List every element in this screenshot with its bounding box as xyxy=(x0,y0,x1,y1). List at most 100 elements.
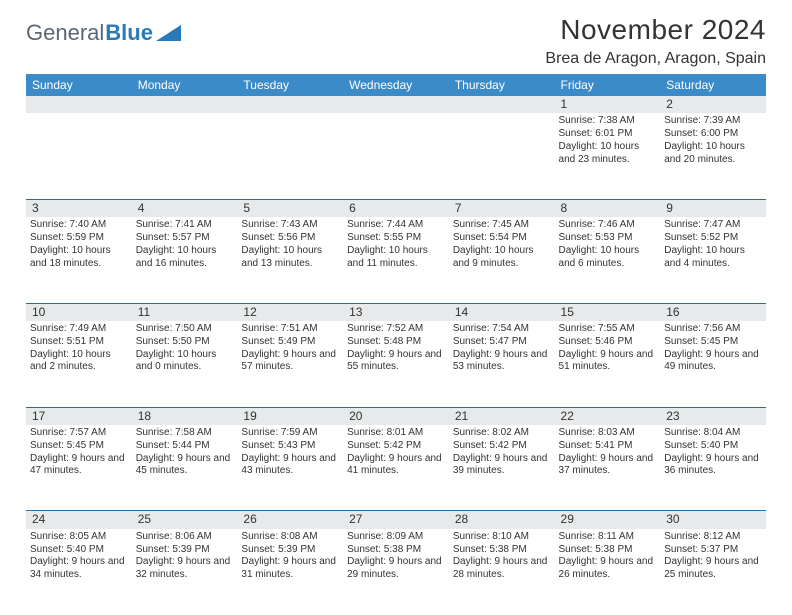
daylight-line: Daylight: 9 hours and 28 minutes. xyxy=(453,556,551,582)
daylight-line: Daylight: 9 hours and 41 minutes. xyxy=(347,453,445,479)
day-number: 13 xyxy=(343,303,449,321)
sunset-line: Sunset: 5:48 PM xyxy=(347,336,445,349)
sunrise-line: Sunrise: 7:59 AM xyxy=(241,427,339,440)
brand-logo: GeneralBlue xyxy=(26,14,182,46)
day-number: 1 xyxy=(555,96,661,113)
sunrise-line: Sunrise: 8:09 AM xyxy=(347,531,445,544)
day-cell: Sunrise: 7:46 AMSunset: 5:53 PMDaylight:… xyxy=(555,217,661,303)
day-cell: Sunrise: 8:11 AMSunset: 5:38 PMDaylight:… xyxy=(555,529,661,615)
sunrise-line: Sunrise: 8:11 AM xyxy=(559,531,657,544)
day-number: 22 xyxy=(555,407,661,425)
sunrise-line: Sunrise: 7:43 AM xyxy=(241,219,339,232)
sunrise-line: Sunrise: 8:04 AM xyxy=(664,427,762,440)
day-cell: Sunrise: 8:09 AMSunset: 5:38 PMDaylight:… xyxy=(343,529,449,615)
day-cell: Sunrise: 7:52 AMSunset: 5:48 PMDaylight:… xyxy=(343,321,449,407)
day-cell: Sunrise: 8:10 AMSunset: 5:38 PMDaylight:… xyxy=(449,529,555,615)
sunset-line: Sunset: 5:40 PM xyxy=(30,544,128,557)
location: Brea de Aragon, Aragon, Spain xyxy=(545,50,766,68)
day-number: 21 xyxy=(449,407,555,425)
day-cell-empty xyxy=(26,113,132,199)
sunrise-line: Sunrise: 7:50 AM xyxy=(136,323,234,336)
day-number: 16 xyxy=(660,303,766,321)
sunrise-line: Sunrise: 7:40 AM xyxy=(30,219,128,232)
daylight-line: Daylight: 9 hours and 55 minutes. xyxy=(347,349,445,375)
daylight-line: Daylight: 10 hours and 4 minutes. xyxy=(664,245,762,271)
daylight-line: Daylight: 9 hours and 34 minutes. xyxy=(30,556,128,582)
day-cell-empty xyxy=(343,113,449,199)
sunset-line: Sunset: 5:44 PM xyxy=(136,440,234,453)
day-number: 8 xyxy=(555,199,661,217)
sunset-line: Sunset: 5:55 PM xyxy=(347,232,445,245)
sunrise-line: Sunrise: 7:38 AM xyxy=(559,115,657,128)
day-cell: Sunrise: 8:04 AMSunset: 5:40 PMDaylight:… xyxy=(660,425,766,511)
daynum-row: 3456789 xyxy=(26,199,766,217)
sunset-line: Sunset: 5:50 PM xyxy=(136,336,234,349)
day-cell: Sunrise: 7:41 AMSunset: 5:57 PMDaylight:… xyxy=(132,217,238,303)
day-cell: Sunrise: 7:54 AMSunset: 5:47 PMDaylight:… xyxy=(449,321,555,407)
daylight-line: Daylight: 9 hours and 43 minutes. xyxy=(241,453,339,479)
content-row: Sunrise: 7:49 AMSunset: 5:51 PMDaylight:… xyxy=(26,321,766,407)
sunset-line: Sunset: 5:43 PM xyxy=(241,440,339,453)
sunrise-line: Sunrise: 7:44 AM xyxy=(347,219,445,232)
content-row: Sunrise: 7:57 AMSunset: 5:45 PMDaylight:… xyxy=(26,425,766,511)
daylight-line: Daylight: 9 hours and 37 minutes. xyxy=(559,453,657,479)
day-number: 2 xyxy=(660,96,766,113)
sunrise-line: Sunrise: 7:41 AM xyxy=(136,219,234,232)
sunset-line: Sunset: 5:49 PM xyxy=(241,336,339,349)
sunset-line: Sunset: 5:59 PM xyxy=(30,232,128,245)
sunset-line: Sunset: 5:51 PM xyxy=(30,336,128,349)
daylight-line: Daylight: 9 hours and 25 minutes. xyxy=(664,556,762,582)
sunset-line: Sunset: 5:40 PM xyxy=(664,440,762,453)
day-number: 23 xyxy=(660,407,766,425)
daylight-line: Daylight: 9 hours and 45 minutes. xyxy=(136,453,234,479)
daylight-line: Daylight: 9 hours and 31 minutes. xyxy=(241,556,339,582)
day-number: 25 xyxy=(132,511,238,529)
title-block: November 2024 Brea de Aragon, Aragon, Sp… xyxy=(545,14,766,68)
day-cell: Sunrise: 7:44 AMSunset: 5:55 PMDaylight:… xyxy=(343,217,449,303)
weekday-header: Thursday xyxy=(449,74,555,96)
day-cell: Sunrise: 7:59 AMSunset: 5:43 PMDaylight:… xyxy=(237,425,343,511)
sunset-line: Sunset: 6:01 PM xyxy=(559,128,657,141)
day-cell: Sunrise: 8:06 AMSunset: 5:39 PMDaylight:… xyxy=(132,529,238,615)
daylight-line: Daylight: 10 hours and 2 minutes. xyxy=(30,349,128,375)
day-number-empty xyxy=(343,96,449,113)
sunrise-line: Sunrise: 7:51 AM xyxy=(241,323,339,336)
day-cell: Sunrise: 8:12 AMSunset: 5:37 PMDaylight:… xyxy=(660,529,766,615)
month-title: November 2024 xyxy=(545,14,766,46)
daylight-line: Daylight: 9 hours and 47 minutes. xyxy=(30,453,128,479)
sunrise-line: Sunrise: 7:49 AM xyxy=(30,323,128,336)
day-number: 14 xyxy=(449,303,555,321)
day-number: 30 xyxy=(660,511,766,529)
sunset-line: Sunset: 5:45 PM xyxy=(664,336,762,349)
sunrise-line: Sunrise: 7:52 AM xyxy=(347,323,445,336)
day-cell: Sunrise: 7:55 AMSunset: 5:46 PMDaylight:… xyxy=(555,321,661,407)
day-cell: Sunrise: 7:58 AMSunset: 5:44 PMDaylight:… xyxy=(132,425,238,511)
day-cell: Sunrise: 7:57 AMSunset: 5:45 PMDaylight:… xyxy=(26,425,132,511)
daylight-line: Daylight: 9 hours and 53 minutes. xyxy=(453,349,551,375)
daylight-line: Daylight: 9 hours and 51 minutes. xyxy=(559,349,657,375)
day-number: 24 xyxy=(26,511,132,529)
day-cell: Sunrise: 7:40 AMSunset: 5:59 PMDaylight:… xyxy=(26,217,132,303)
daynum-row: 10111213141516 xyxy=(26,303,766,321)
day-number-empty xyxy=(449,96,555,113)
day-cell: Sunrise: 7:47 AMSunset: 5:52 PMDaylight:… xyxy=(660,217,766,303)
sunrise-line: Sunrise: 8:10 AM xyxy=(453,531,551,544)
content-row: Sunrise: 7:40 AMSunset: 5:59 PM Daylight:… xyxy=(26,217,766,303)
sunset-line: Sunset: 5:41 PM xyxy=(559,440,657,453)
day-cell: Sunrise: 7:38 AMSunset: 6:01 PMDaylight:… xyxy=(555,113,661,199)
sunrise-line: Sunrise: 7:45 AM xyxy=(453,219,551,232)
day-number-empty xyxy=(132,96,238,113)
sunrise-line: Sunrise: 8:05 AM xyxy=(30,531,128,544)
day-number: 9 xyxy=(660,199,766,217)
daylight-line: Daylight: 9 hours and 57 minutes. xyxy=(241,349,339,375)
brand-part2: Blue xyxy=(105,20,153,46)
sunrise-line: Sunrise: 8:01 AM xyxy=(347,427,445,440)
sunset-line: Sunset: 5:57 PM xyxy=(136,232,234,245)
day-cell: Sunrise: 7:51 AMSunset: 5:49 PMDaylight:… xyxy=(237,321,343,407)
sunset-line: Sunset: 5:38 PM xyxy=(453,544,551,557)
day-number: 20 xyxy=(343,407,449,425)
day-cell: Sunrise: 8:08 AMSunset: 5:39 PMDaylight:… xyxy=(237,529,343,615)
sunrise-line: Sunrise: 7:57 AM xyxy=(30,427,128,440)
sunset-line: Sunset: 5:39 PM xyxy=(136,544,234,557)
sunrise-line: Sunrise: 8:02 AM xyxy=(453,427,551,440)
